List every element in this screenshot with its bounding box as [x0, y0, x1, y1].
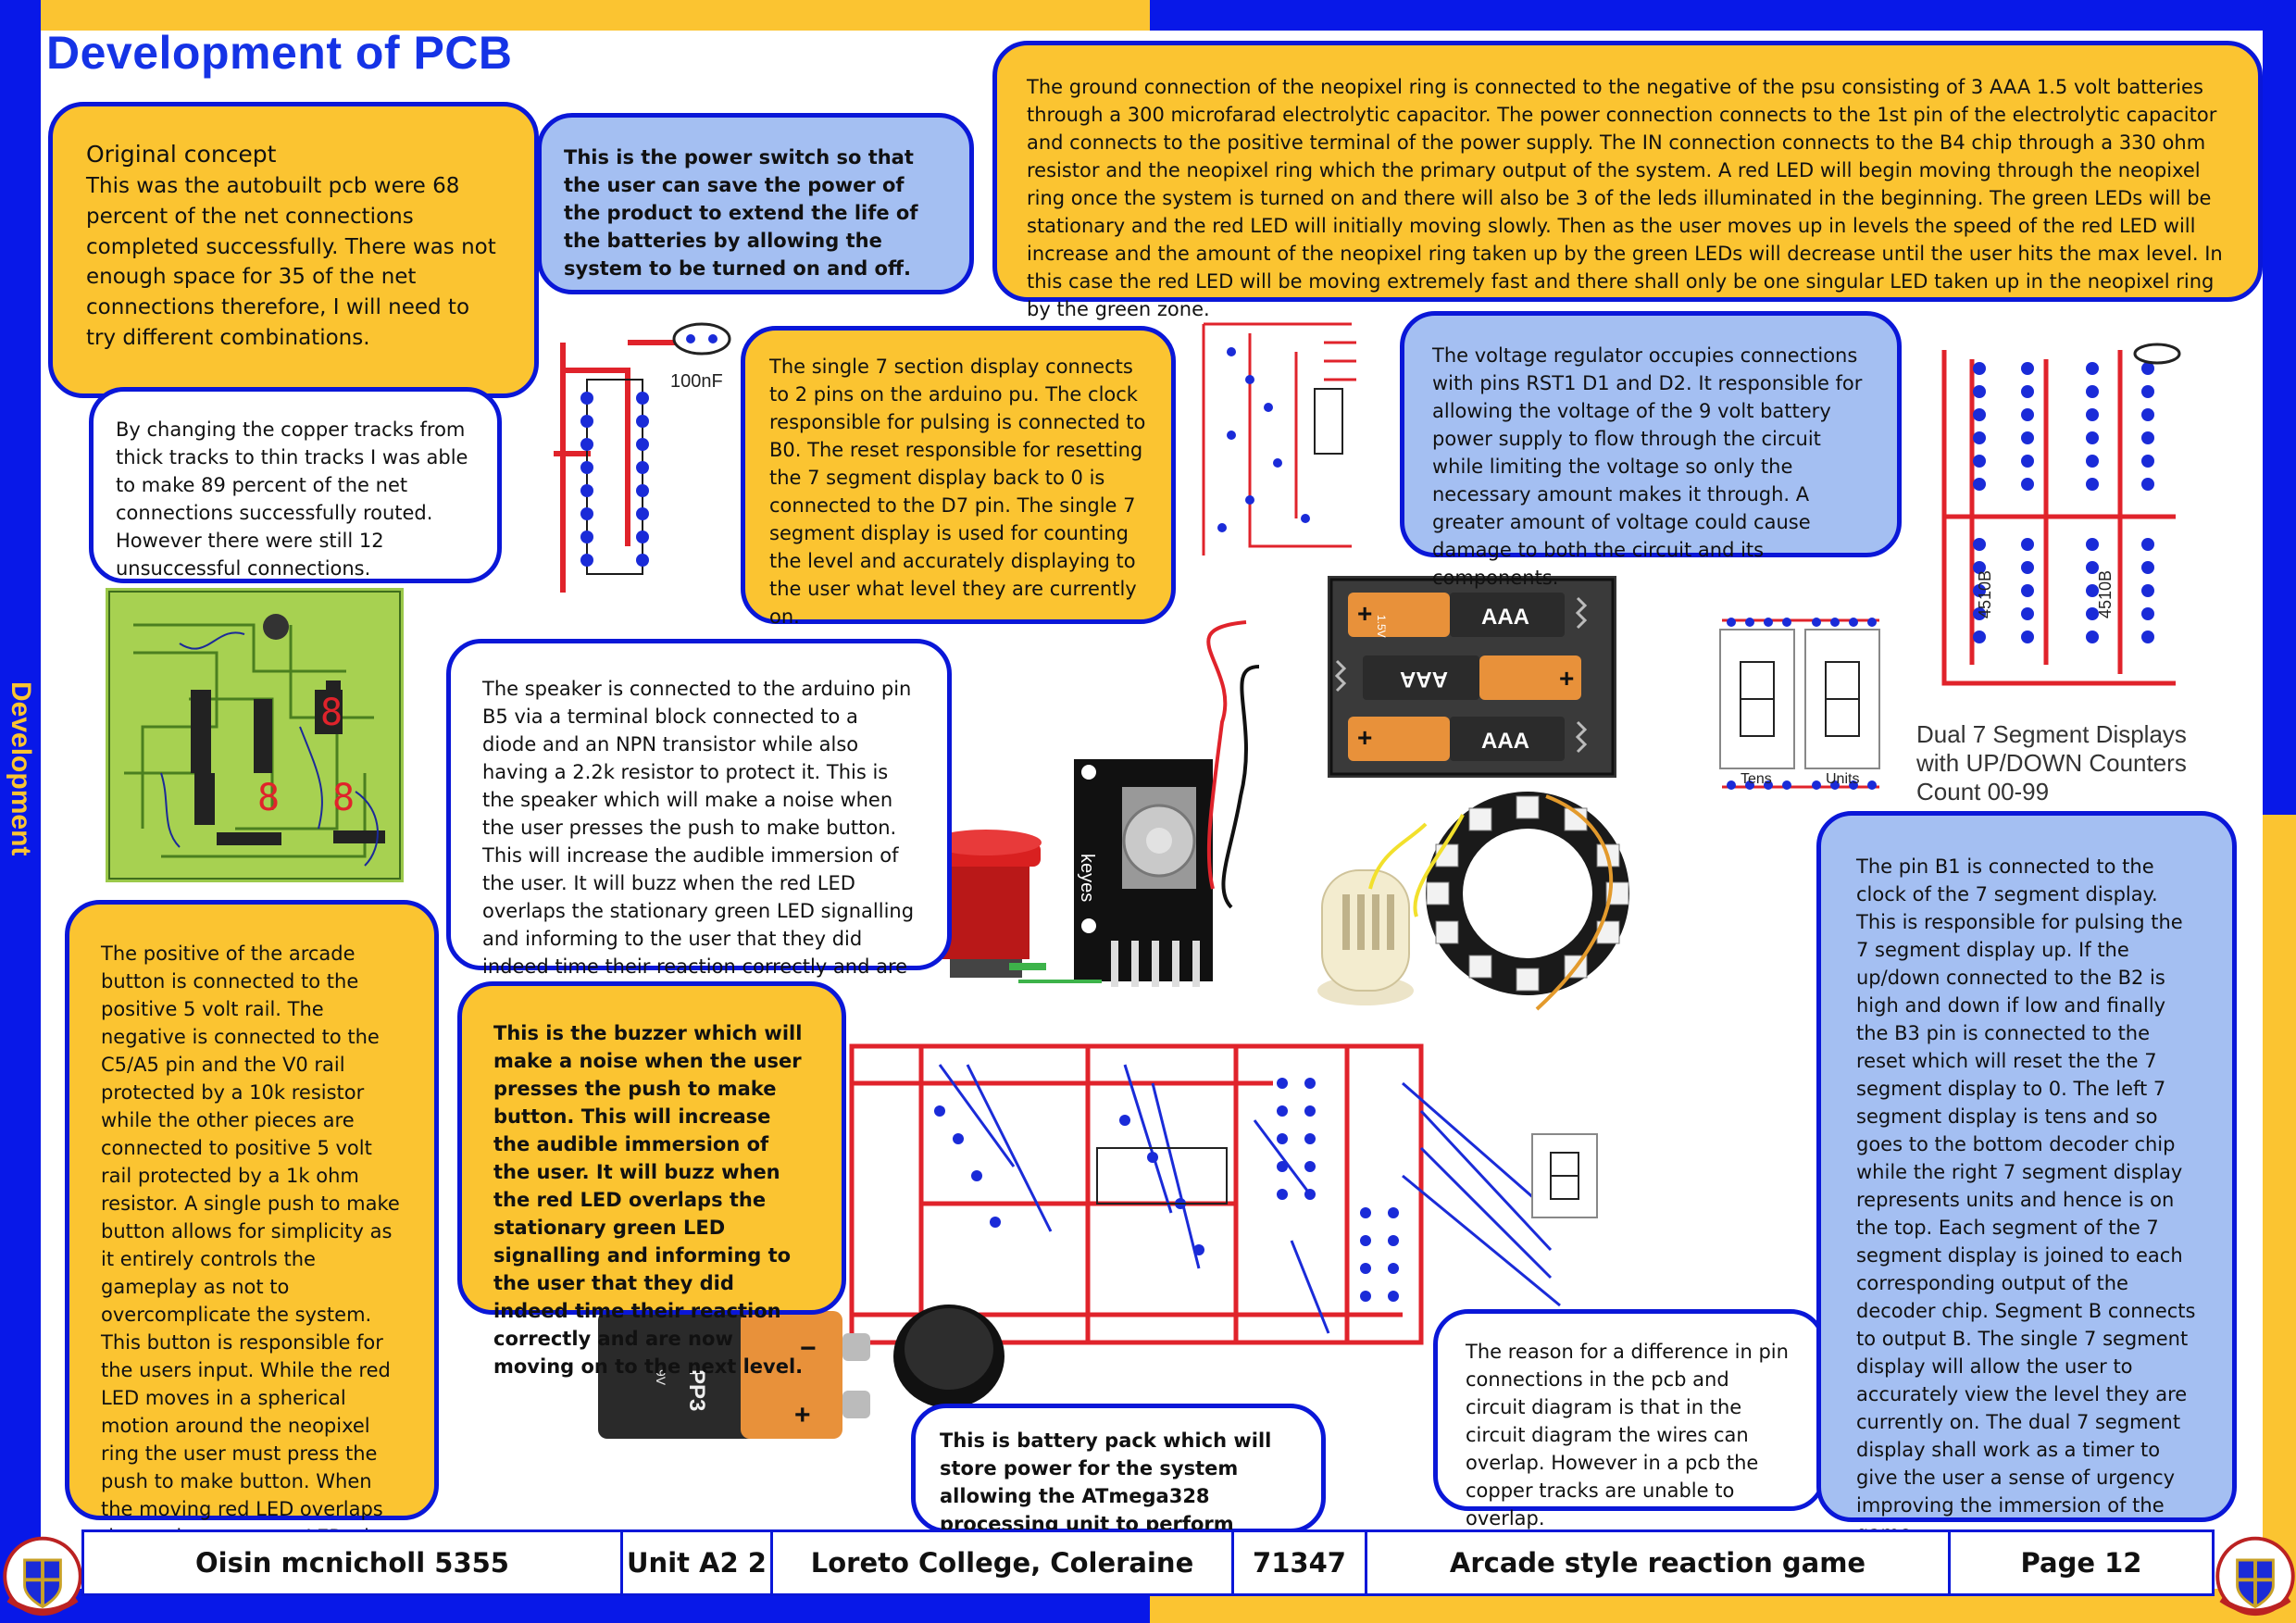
seven-segment-box: The single 7 section display connects to… — [741, 326, 1176, 628]
original-concept-box: Original concept This was the autobuilt … — [48, 102, 539, 398]
pp3-volt: 9V — [654, 1369, 668, 1386]
pin-difference-text: The reason for a difference in pin conne… — [1466, 1341, 1789, 1530]
footer-centre-number: 71347 — [1234, 1532, 1367, 1593]
right-blue-band — [2263, 0, 2296, 815]
pp3-label: PP3 — [684, 1369, 709, 1411]
svg-text:8: 8 — [320, 692, 343, 734]
pin-difference-box: The reason for a difference in pin conne… — [1433, 1309, 1826, 1529]
regulator-schematic — [1194, 315, 1361, 565]
keyes-joystick-module-image: keyes — [1074, 759, 1213, 1000]
main-pcb-layout-diagram — [847, 1028, 1606, 1361]
autobuilt-pcb-image: 8 8 8 — [106, 588, 404, 882]
footer-page-number: Page 12 — [2020, 1547, 2142, 1579]
thin-tracks-box: By changing the copper tracks from thick… — [89, 387, 502, 583]
wire-connections — [981, 611, 1741, 1074]
voltage-regulator-box: The voltage regulator occupies connectio… — [1400, 311, 1902, 589]
tens-label: Tens — [1741, 771, 1772, 787]
aaa-volt-1: 1.5V — [1375, 615, 1388, 638]
left-blue-band — [0, 0, 41, 1623]
aaa-label-3: AAA — [1481, 729, 1529, 754]
svg-text:+: + — [1559, 664, 1574, 693]
footer-student-name: Oisin mcnicholl 5355 — [84, 1532, 623, 1593]
speaker-box: The speaker is connected to the arduino … — [446, 639, 952, 1005]
right-yellow-band — [2263, 815, 2296, 1623]
college-crest-left — [0, 1529, 85, 1623]
pin-b1-text: The pin B1 is connected to the clock of … — [1856, 855, 2196, 1544]
arcade-button-text: The positive of the arcade button is con… — [101, 943, 400, 1576]
power-switch-text: This is the power switch so that the use… — [564, 146, 918, 281]
pp3-battery-image: − + PP3 9V — [593, 1305, 880, 1444]
aaa-battery-pack-image: AAA 1.5V + AAA + AAA + — [1328, 576, 1616, 778]
original-concept-heading: Original concept — [86, 141, 277, 168]
svg-text:+: + — [1357, 599, 1372, 628]
aaa-label-2: AAA — [1400, 667, 1448, 692]
footer-info-bar: Oisin mcnicholl 5355 Unit A2 2 Loreto Co… — [81, 1529, 2215, 1596]
dual-seven-segment-caption: Dual 7 Segment Displays with UP/DOWN Cou… — [1916, 720, 2187, 806]
footer-project-title: Arcade style reaction game — [1367, 1532, 1951, 1593]
thin-tracks-text: By changing the copper tracks from thick… — [116, 418, 468, 581]
footer-unit: Unit A2 2 — [623, 1532, 773, 1593]
units-label: Units — [1826, 771, 1859, 787]
page-title: Development of PCB — [46, 27, 513, 79]
arcade-button-image — [926, 824, 1046, 1000]
power-switch-box: This is the power switch so that the use… — [537, 113, 974, 294]
top-blue-band — [1150, 0, 2296, 31]
aaa-label-1: AAA — [1481, 605, 1529, 630]
seven-segment-text: The single 7 section display connects to… — [769, 356, 1146, 629]
keyes-label: keyes — [1077, 854, 1097, 902]
footer-school: Loreto College, Coleraine — [773, 1532, 1234, 1593]
svg-text:8: 8 — [332, 777, 355, 819]
battery-pack-box: This is battery pack which will store po… — [911, 1404, 1326, 1563]
cap-label-left: 100nF — [670, 371, 723, 392]
original-concept-text: This was the autobuilt pcb were 68 perce… — [86, 173, 496, 351]
neopixel-box: The ground connection of the neopixel ri… — [992, 41, 2263, 320]
chip-label-left: 4510B — [1976, 570, 1994, 618]
side-section-label: Development — [6, 680, 36, 856]
svg-text:+: + — [794, 1400, 811, 1430]
chip-label-right: 4510B — [2096, 570, 2115, 618]
svg-text:−: − — [800, 1333, 817, 1364]
round-power-switch-image — [884, 1292, 1014, 1412]
dual-seven-segment-diagram: Tens Units — [1713, 611, 1889, 796]
counter-chips-pcb-diagram: 4510B 4510B — [1935, 341, 2185, 693]
college-crest-right — [2213, 1529, 2296, 1623]
power-switch-pcb-diagram: 100nF — [535, 315, 739, 611]
speaker-text: The speaker is connected to the arduino … — [482, 678, 915, 1005]
top-yellow-band — [0, 0, 1150, 31]
arcade-button-box: The positive of the arcade button is con… — [65, 900, 439, 1576]
buzzer-image — [1315, 852, 1416, 1009]
svg-text:8: 8 — [257, 777, 280, 819]
neopixel-text: The ground connection of the neopixel ri… — [1027, 76, 2223, 321]
buzzer-text: This is the buzzer which will make a noi… — [493, 1022, 804, 1379]
svg-text:+: + — [1357, 723, 1372, 752]
pin-b1-box: The pin B1 is connected to the clock of … — [1816, 811, 2237, 1544]
voltage-regulator-text: The voltage regulator occupies connectio… — [1432, 344, 1863, 590]
buzzer-box: This is the buzzer which will make a noi… — [457, 981, 846, 1378]
neopixel-ring-image — [1412, 778, 1643, 1009]
